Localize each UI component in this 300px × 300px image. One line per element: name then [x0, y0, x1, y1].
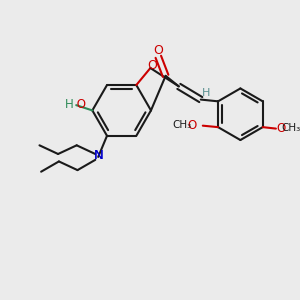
Text: CH₃: CH₃	[281, 123, 300, 133]
Text: CH₃: CH₃	[173, 120, 192, 130]
Text: N: N	[94, 149, 104, 162]
Text: H: H	[64, 98, 73, 111]
Text: O: O	[277, 122, 286, 134]
Text: O: O	[187, 118, 196, 132]
Text: H: H	[202, 88, 210, 98]
Text: O: O	[147, 59, 157, 72]
Text: O: O	[153, 44, 163, 57]
Text: N: N	[94, 149, 104, 162]
Text: O: O	[73, 98, 86, 111]
